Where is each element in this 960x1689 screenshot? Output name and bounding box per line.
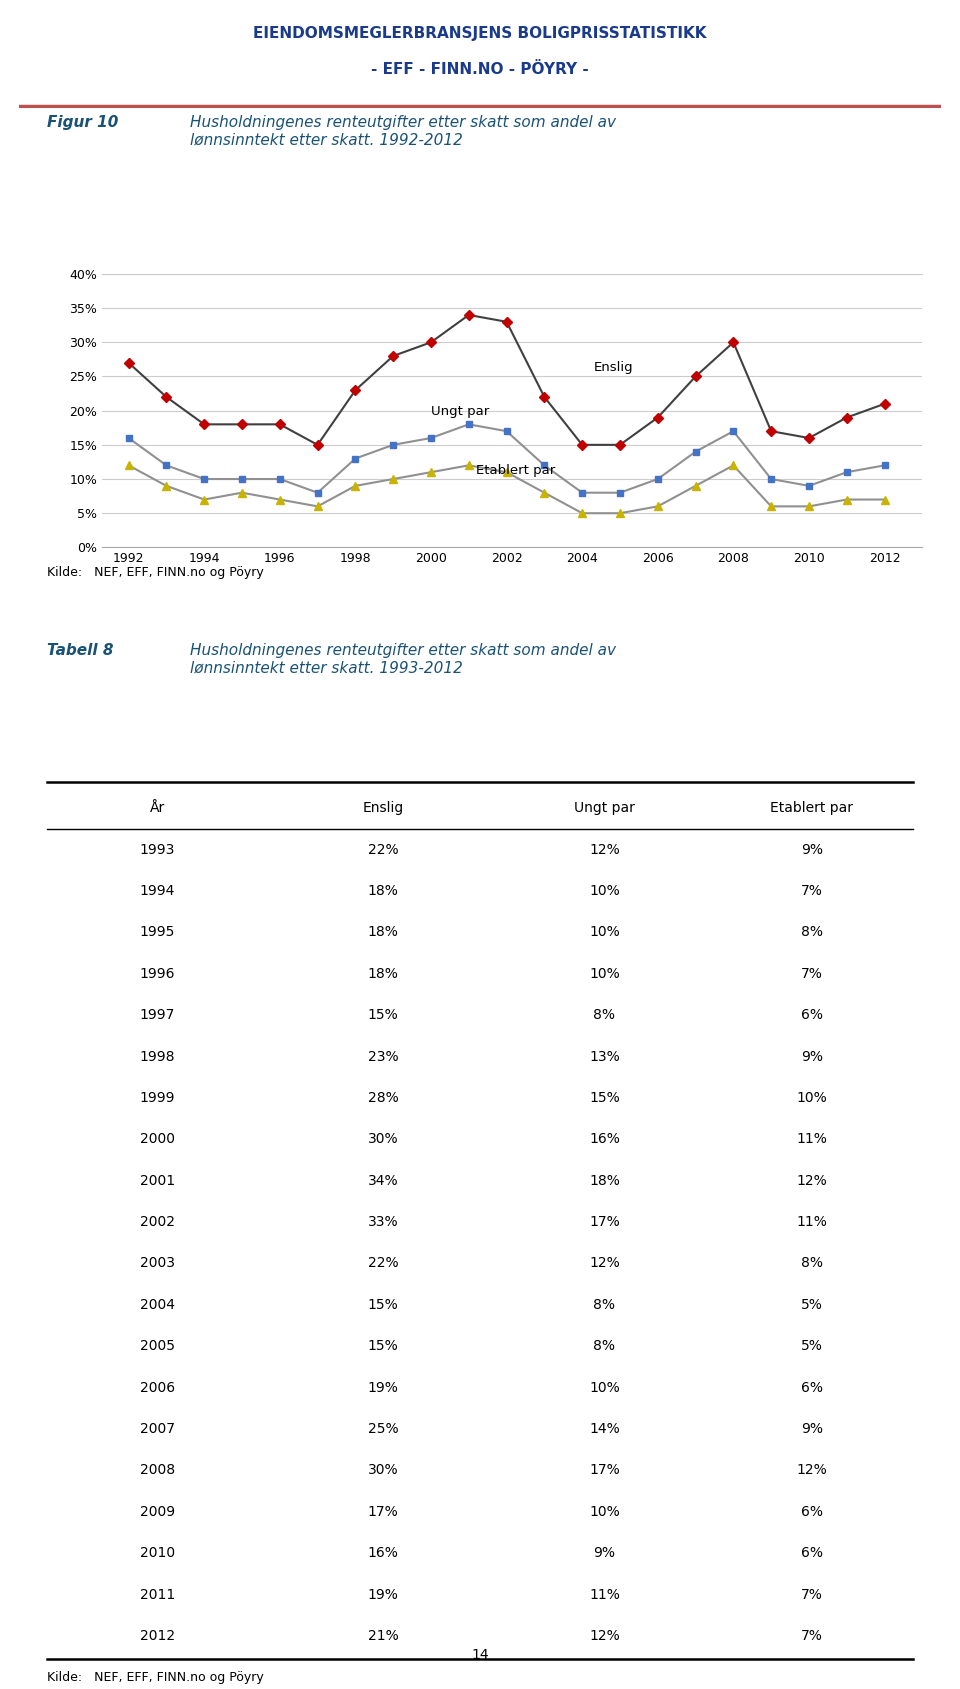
Text: 13%: 13% [589,1049,620,1064]
Text: 8%: 8% [801,926,823,939]
Text: 10%: 10% [589,1505,620,1518]
Text: 17%: 17% [589,1463,620,1478]
Text: 14: 14 [471,1648,489,1662]
Text: 5%: 5% [801,1339,823,1353]
Text: Enslig: Enslig [363,801,404,816]
Text: 2003: 2003 [140,1257,175,1270]
Text: Kilde:   NEF, EFF, FINN.no og Pöyry: Kilde: NEF, EFF, FINN.no og Pöyry [47,566,264,579]
Text: 15%: 15% [589,1091,620,1105]
Text: 30%: 30% [368,1132,398,1147]
Text: 1996: 1996 [140,966,175,981]
Text: - EFF - FINN.NO - PÖYRY -: - EFF - FINN.NO - PÖYRY - [372,62,588,78]
Text: 1994: 1994 [140,883,175,899]
Text: 23%: 23% [368,1049,398,1064]
Text: 15%: 15% [368,1008,398,1022]
Text: 2012: 2012 [140,1628,175,1643]
Text: 1999: 1999 [140,1091,175,1105]
Text: 19%: 19% [368,1588,398,1601]
Text: Etablert par: Etablert par [476,463,556,476]
Text: 11%: 11% [589,1588,620,1601]
Text: 9%: 9% [801,1049,823,1064]
Text: 1995: 1995 [140,926,175,939]
Text: 33%: 33% [368,1214,398,1230]
Text: 8%: 8% [593,1339,615,1353]
Text: 2008: 2008 [140,1463,175,1478]
Text: 12%: 12% [589,843,620,856]
Text: 8%: 8% [593,1008,615,1022]
Text: 5%: 5% [801,1297,823,1312]
Text: 2001: 2001 [140,1174,175,1187]
Text: 1993: 1993 [140,843,175,856]
Text: 30%: 30% [368,1463,398,1478]
Text: 12%: 12% [797,1174,828,1187]
Text: Figur 10: Figur 10 [47,115,118,130]
Text: 18%: 18% [368,926,398,939]
Text: 22%: 22% [368,1257,398,1270]
Text: 19%: 19% [368,1380,398,1395]
Text: 2002: 2002 [140,1214,175,1230]
Text: 10%: 10% [589,883,620,899]
Text: 11%: 11% [797,1214,828,1230]
Text: 2004: 2004 [140,1297,175,1312]
Text: 12%: 12% [797,1463,828,1478]
Text: 7%: 7% [801,1588,823,1601]
Text: 18%: 18% [368,966,398,981]
Text: 17%: 17% [368,1505,398,1518]
Text: 16%: 16% [589,1132,620,1147]
Text: 2009: 2009 [140,1505,175,1518]
Text: 10%: 10% [589,1380,620,1395]
Text: 6%: 6% [801,1505,823,1518]
Text: 15%: 15% [368,1339,398,1353]
Text: Enslig: Enslig [593,361,634,373]
Text: 34%: 34% [368,1174,398,1187]
Text: 7%: 7% [801,1628,823,1643]
Text: 28%: 28% [368,1091,398,1105]
Text: 2005: 2005 [140,1339,175,1353]
Text: 21%: 21% [368,1628,398,1643]
Text: Ungt par: Ungt par [431,405,490,419]
Text: 10%: 10% [797,1091,828,1105]
Text: 2006: 2006 [140,1380,175,1395]
Text: 16%: 16% [368,1545,398,1561]
Text: 10%: 10% [589,926,620,939]
Text: 8%: 8% [593,1297,615,1312]
Text: 6%: 6% [801,1380,823,1395]
Text: 14%: 14% [589,1422,620,1436]
Text: EIENDOMSMEGLERBRANSJENS BOLIGPRISSTATISTIKK: EIENDOMSMEGLERBRANSJENS BOLIGPRISSTATIST… [253,25,707,41]
Text: 11%: 11% [797,1132,828,1147]
Text: Ungt par: Ungt par [574,801,635,816]
Text: Husholdningenes renteutgifter etter skatt som andel av
lønnsinntekt etter skatt.: Husholdningenes renteutgifter etter skat… [190,115,615,147]
Text: 2000: 2000 [140,1132,175,1147]
Text: 2011: 2011 [140,1588,175,1601]
Text: Etablert par: Etablert par [770,801,853,816]
Text: 6%: 6% [801,1545,823,1561]
Text: 1998: 1998 [140,1049,175,1064]
Text: 12%: 12% [589,1257,620,1270]
Text: 18%: 18% [368,883,398,899]
Text: 9%: 9% [801,1422,823,1436]
Text: 1997: 1997 [140,1008,175,1022]
Text: 15%: 15% [368,1297,398,1312]
Text: Kilde:   NEF, EFF, FINN.no og Pöyry: Kilde: NEF, EFF, FINN.no og Pöyry [47,1670,264,1684]
Text: 12%: 12% [589,1628,620,1643]
Text: 8%: 8% [801,1257,823,1270]
Text: År: År [150,801,165,816]
Text: 2010: 2010 [140,1545,175,1561]
Text: 10%: 10% [589,966,620,981]
Text: 6%: 6% [801,1008,823,1022]
Text: 9%: 9% [801,843,823,856]
Text: 2007: 2007 [140,1422,175,1436]
Text: 25%: 25% [368,1422,398,1436]
Text: 22%: 22% [368,843,398,856]
Text: Husholdningenes renteutgifter etter skatt som andel av
lønnsinntekt etter skatt.: Husholdningenes renteutgifter etter skat… [190,644,615,676]
Text: 18%: 18% [589,1174,620,1187]
Text: 7%: 7% [801,883,823,899]
Text: 9%: 9% [593,1545,615,1561]
Text: 17%: 17% [589,1214,620,1230]
Text: 7%: 7% [801,966,823,981]
Text: Tabell 8: Tabell 8 [47,644,113,657]
